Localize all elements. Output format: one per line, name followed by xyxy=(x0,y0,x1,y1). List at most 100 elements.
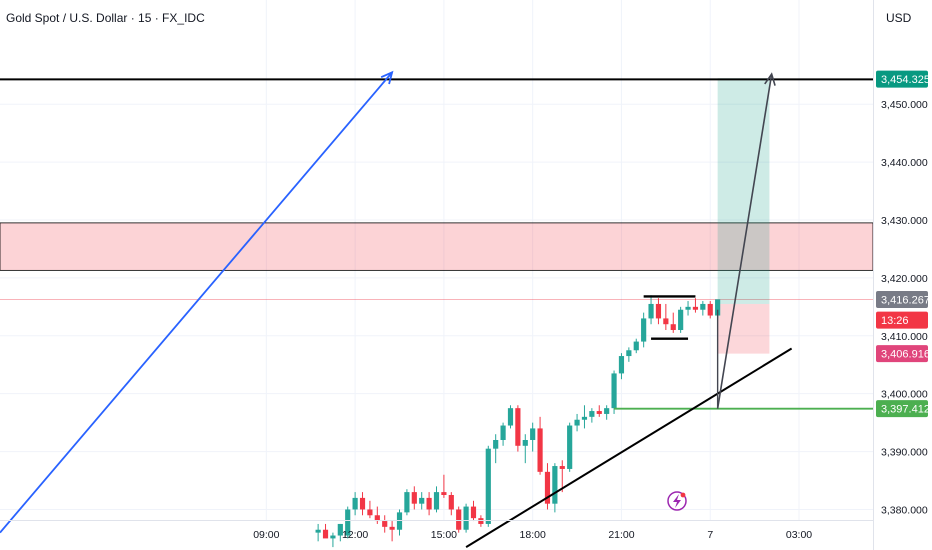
candle-body xyxy=(530,428,536,440)
candle[interactable] xyxy=(707,301,713,319)
candle[interactable] xyxy=(345,506,351,539)
candle[interactable] xyxy=(456,506,462,533)
candle[interactable] xyxy=(589,408,595,423)
badge-current-label: 3,416.267 xyxy=(881,295,930,307)
currency-label[interactable]: USD xyxy=(886,11,912,25)
candle-body xyxy=(359,497,366,510)
projection-arrow-head xyxy=(764,72,776,86)
candle-body xyxy=(604,408,610,414)
candle[interactable] xyxy=(626,347,632,362)
candle[interactable] xyxy=(544,463,551,510)
badge-target: 3,454.325 xyxy=(876,70,930,88)
candle[interactable] xyxy=(404,489,410,516)
time-axis[interactable]: 09:00 12:00 15:00 18:00 21:00 7 03:00 xyxy=(253,529,812,541)
candle[interactable] xyxy=(515,405,521,452)
candle[interactable] xyxy=(493,434,499,464)
time-tick-label: 15:00 xyxy=(431,529,457,541)
badge-support: 3,397.412 xyxy=(876,400,930,418)
candle[interactable] xyxy=(359,492,366,516)
candle-body xyxy=(470,506,477,519)
candle[interactable] xyxy=(618,353,625,380)
candle[interactable] xyxy=(463,503,469,533)
candle[interactable] xyxy=(433,486,440,513)
price-tick-label: 3,440.000 xyxy=(881,157,928,169)
candle-body xyxy=(404,492,410,513)
candle-body xyxy=(485,448,491,524)
badge-support-bg xyxy=(876,400,928,418)
candle[interactable] xyxy=(337,523,343,542)
trend-arrow-blue[interactable] xyxy=(0,70,394,534)
candle[interactable] xyxy=(396,509,403,536)
candle-body xyxy=(493,440,499,449)
candle[interactable] xyxy=(678,306,684,333)
drawings-layer[interactable] xyxy=(0,0,873,548)
candle[interactable] xyxy=(411,486,417,510)
candle[interactable] xyxy=(655,298,662,325)
candle[interactable] xyxy=(374,506,380,524)
candle[interactable] xyxy=(604,405,610,420)
candle[interactable] xyxy=(382,515,388,533)
candle-body xyxy=(574,419,580,426)
candle-body xyxy=(441,492,447,495)
candle-body xyxy=(700,303,706,310)
candle[interactable] xyxy=(559,460,565,493)
price-tick-label: 3,410.000 xyxy=(881,331,928,343)
candle[interactable] xyxy=(419,492,425,510)
candle[interactable] xyxy=(700,301,706,316)
candle[interactable] xyxy=(530,422,536,452)
badge-support-label: 3,397.412 xyxy=(881,404,930,416)
candle-body xyxy=(515,408,521,446)
candle[interactable] xyxy=(507,405,514,429)
candle[interactable] xyxy=(322,523,329,539)
candle[interactable] xyxy=(670,312,676,333)
candle[interactable] xyxy=(611,370,617,414)
badge-stop: 3,406.916 xyxy=(876,345,930,363)
candle[interactable] xyxy=(641,312,647,348)
projection-arrow[interactable] xyxy=(716,72,776,409)
price-tick-label: 3,450.000 xyxy=(881,99,928,111)
lightning-icon[interactable] xyxy=(667,491,687,511)
badge-stop-label: 3,406.916 xyxy=(881,349,930,361)
candle[interactable] xyxy=(485,445,491,527)
candle-body xyxy=(374,515,380,522)
candle[interactable] xyxy=(389,521,395,542)
price-tick-label: 3,420.000 xyxy=(881,273,928,285)
candle[interactable] xyxy=(685,301,691,316)
long-position-profit-zone[interactable] xyxy=(717,78,770,304)
candle-body xyxy=(456,509,462,530)
candle[interactable] xyxy=(552,463,558,513)
candle[interactable] xyxy=(470,500,477,522)
candle[interactable] xyxy=(596,405,602,417)
candle[interactable] xyxy=(581,405,588,429)
candle[interactable] xyxy=(522,434,528,464)
candle[interactable] xyxy=(537,416,543,475)
candle[interactable] xyxy=(567,422,573,472)
candle-body xyxy=(715,299,721,316)
candles-layer[interactable] xyxy=(315,295,721,548)
candle[interactable] xyxy=(441,474,447,498)
candle-body xyxy=(330,535,336,539)
candle-body xyxy=(655,303,662,319)
candle[interactable] xyxy=(448,492,454,516)
candle[interactable] xyxy=(500,422,506,446)
candle[interactable] xyxy=(692,298,699,313)
candle[interactable] xyxy=(648,295,654,325)
candle[interactable] xyxy=(315,523,321,542)
candle-body xyxy=(315,529,321,533)
time-tick-label: 7 xyxy=(707,529,713,541)
candle[interactable] xyxy=(426,492,432,516)
candle[interactable] xyxy=(663,303,669,330)
time-tick-label: 03:00 xyxy=(786,529,812,541)
candle[interactable] xyxy=(633,338,639,354)
price-axis[interactable]: 3,380.000 3,390.000 3,400.000 3,410.000 3,42… xyxy=(881,99,928,516)
candle[interactable] xyxy=(478,515,484,527)
candle[interactable] xyxy=(367,500,373,519)
candle[interactable] xyxy=(330,532,336,548)
time-tick-label: 09:00 xyxy=(253,529,279,541)
candle[interactable] xyxy=(352,492,358,516)
candle[interactable] xyxy=(574,413,580,432)
long-position-stop-zone[interactable] xyxy=(717,303,770,354)
projection-arrow-shaft xyxy=(716,73,773,409)
rising-trendline[interactable] xyxy=(465,347,793,548)
